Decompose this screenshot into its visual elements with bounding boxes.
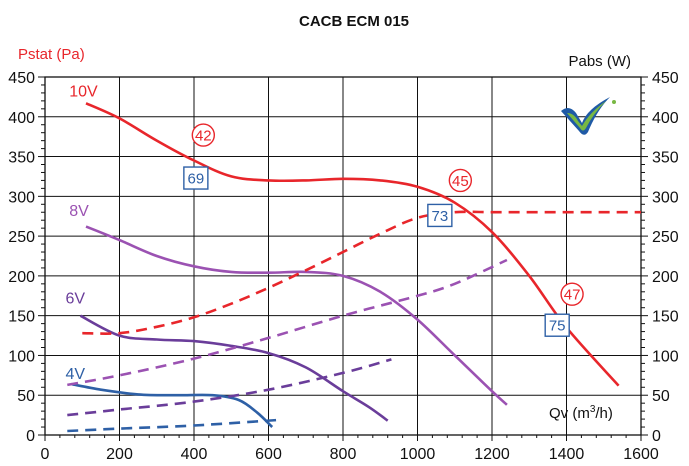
y-tick-label-left: 100	[8, 348, 35, 365]
y-tick-label-right: 300	[652, 189, 679, 206]
y-tick-label-left: 400	[8, 110, 35, 127]
y-tick-label-left: 150	[8, 309, 35, 326]
pressure-curve-4v	[70, 382, 274, 428]
y-tick-label-left: 0	[26, 428, 35, 445]
annotation-value: 69	[188, 171, 205, 188]
y-tick-label-right: 350	[652, 150, 679, 167]
x-tick-label: 1000	[400, 446, 436, 463]
annotation-circle	[560, 282, 584, 306]
y-tick-label-left: 250	[8, 229, 35, 246]
annotation-box	[183, 166, 209, 190]
y-tick-label-left: 450	[8, 70, 35, 87]
y-tick-label-right: 250	[652, 229, 679, 246]
annotation-value: 73	[432, 208, 449, 225]
x-tick-label: 1200	[474, 446, 510, 463]
y-tick-label-left: 350	[8, 150, 35, 167]
power-curve-10v	[82, 210, 641, 335]
annotation-value: 75	[549, 318, 566, 335]
y-tick-label-right: 50	[652, 388, 670, 405]
pressure-curve-6v	[79, 314, 389, 422]
y-tick-label-right: 0	[652, 428, 661, 445]
x-tick-label: 600	[255, 446, 282, 463]
y-tick-label-left: 300	[8, 189, 35, 206]
grid	[45, 77, 641, 435]
annotation-value: 45	[452, 173, 469, 190]
pressure-curve-8v	[85, 225, 508, 406]
curve-label-8v: 8V	[69, 203, 89, 220]
curve-label-4v: 4V	[65, 366, 85, 383]
annotation-value: 47	[564, 287, 581, 304]
labels: CACB ECM 015 Pstat (Pa) Pabs (W) Qv (m3/…	[8, 13, 679, 463]
power-curve-8v	[67, 258, 508, 387]
y-tick-label-left: 200	[8, 269, 35, 286]
curve-label-6v: 6V	[65, 290, 85, 307]
y-tick-label-right: 450	[652, 70, 679, 87]
checkmark-logo-icon	[561, 97, 616, 135]
chart-title: CACB ECM 015	[299, 13, 409, 30]
power-curve-4v	[67, 418, 280, 433]
annotation-box	[427, 203, 453, 228]
x-tick-label: 1400	[549, 446, 585, 463]
x-axis-label: Qv (m3/h)	[549, 404, 613, 422]
x-tick-label: 400	[181, 446, 208, 463]
x-tick-label: 800	[330, 446, 357, 463]
y-tick-label-right: 400	[652, 110, 679, 127]
series	[67, 102, 641, 433]
curve-label-10v: 10V	[69, 84, 98, 101]
pressure-curve-10v	[85, 102, 620, 387]
axes	[38, 76, 648, 441]
annotation-circle	[191, 123, 216, 147]
y-tick-label-left: 50	[17, 388, 35, 405]
y-axis-label-right: Pabs (W)	[568, 53, 631, 70]
annotation-box	[544, 313, 570, 337]
annotation-circle	[448, 168, 473, 193]
y-tick-label-right: 100	[652, 348, 679, 365]
x-tick-label: 0	[41, 446, 50, 463]
y-tick-label-right: 200	[652, 269, 679, 286]
x-tick-label: 200	[106, 446, 133, 463]
y-tick-label-right: 150	[652, 309, 679, 326]
power-curve-6v	[67, 358, 392, 417]
x-tick-label: 1600	[623, 446, 659, 463]
y-axis-label-left: Pstat (Pa)	[18, 46, 85, 63]
annotation-value: 42	[195, 128, 212, 145]
